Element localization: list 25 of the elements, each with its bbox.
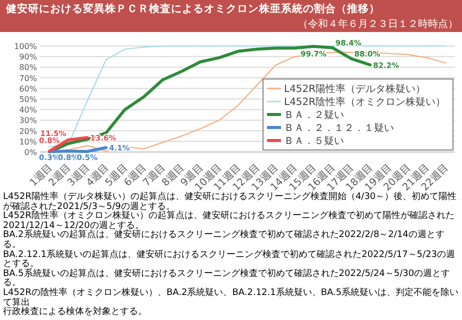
- text: L452R陽性率（デルタ株疑い）の起算点は、健安研におけるスクリーニング検査開始（4/30～）後、初めて陽性が確認された2021/5/3～5/9の週とする。: [3, 192, 458, 212]
- text: L452R陰性率（オミクロン株疑い）の起算点は、健安研におけるスクリーニング検査で初めて陽性が確認された2021/12/14～12/20の週とする。: [3, 211, 456, 231]
- y-tick-label: 10%: [19, 137, 38, 146]
- text: 行政検査による検体を対象とする。: [3, 307, 148, 318]
- legend-label: L452R陰性率（オミクロン株疑い）: [284, 96, 446, 108]
- chart-subtitle: （令和４年６月２３日１２時時点）: [298, 18, 458, 31]
- y-tick-label: 40%: [19, 106, 38, 115]
- text: BA.2系統疑いの起算点は、健安研におけるスクリーニング検査で初めて確認された2022/2/8～2/14の週とする。: [3, 230, 446, 250]
- y-tick-label: 20%: [19, 126, 38, 136]
- text: L452Rの陰性率（オミクロン株疑い）、BA.2系統疑い、BA.2.12.1系統疑い、BA.5系統疑いは、判定不能を除いて算出: [3, 288, 459, 308]
- chart-title: 健安研における変異株ＰＣＲ検査によるオミクロン株亜系統の割合（推移）: [6, 2, 380, 16]
- legend-label: ＢＡ．２疑い: [284, 109, 344, 121]
- legend-label: ＢＡ．２．１２．１疑い: [284, 122, 394, 134]
- text: BA.5系統疑いの起算点は、健安研におけるスクリーニング検査で初めて確認された2022/5/24～5/30の週とする。: [3, 268, 452, 288]
- y-tick-label: 90%: [19, 52, 38, 62]
- y-tick-label: 70%: [19, 74, 38, 83]
- y-tick-label: 60%: [19, 84, 38, 94]
- legend-label: ＢＡ．５疑い: [284, 135, 344, 147]
- y-tick-label: 80%: [19, 63, 38, 72]
- y-tick-label: 50%: [19, 95, 38, 104]
- text: BA.2.12.1系統疑いの起算点は、健安研におけるスクリーニング検査で初めて確認された2022/5/17～5/23の週とする。: [3, 250, 456, 270]
- y-tick-label: 30%: [19, 116, 38, 126]
- y-tick-label: 0%: [24, 148, 38, 157]
- y-tick-label: 100%: [14, 42, 38, 51]
- legend-label: L452R陽性率（デルタ株疑い）: [284, 83, 426, 95]
